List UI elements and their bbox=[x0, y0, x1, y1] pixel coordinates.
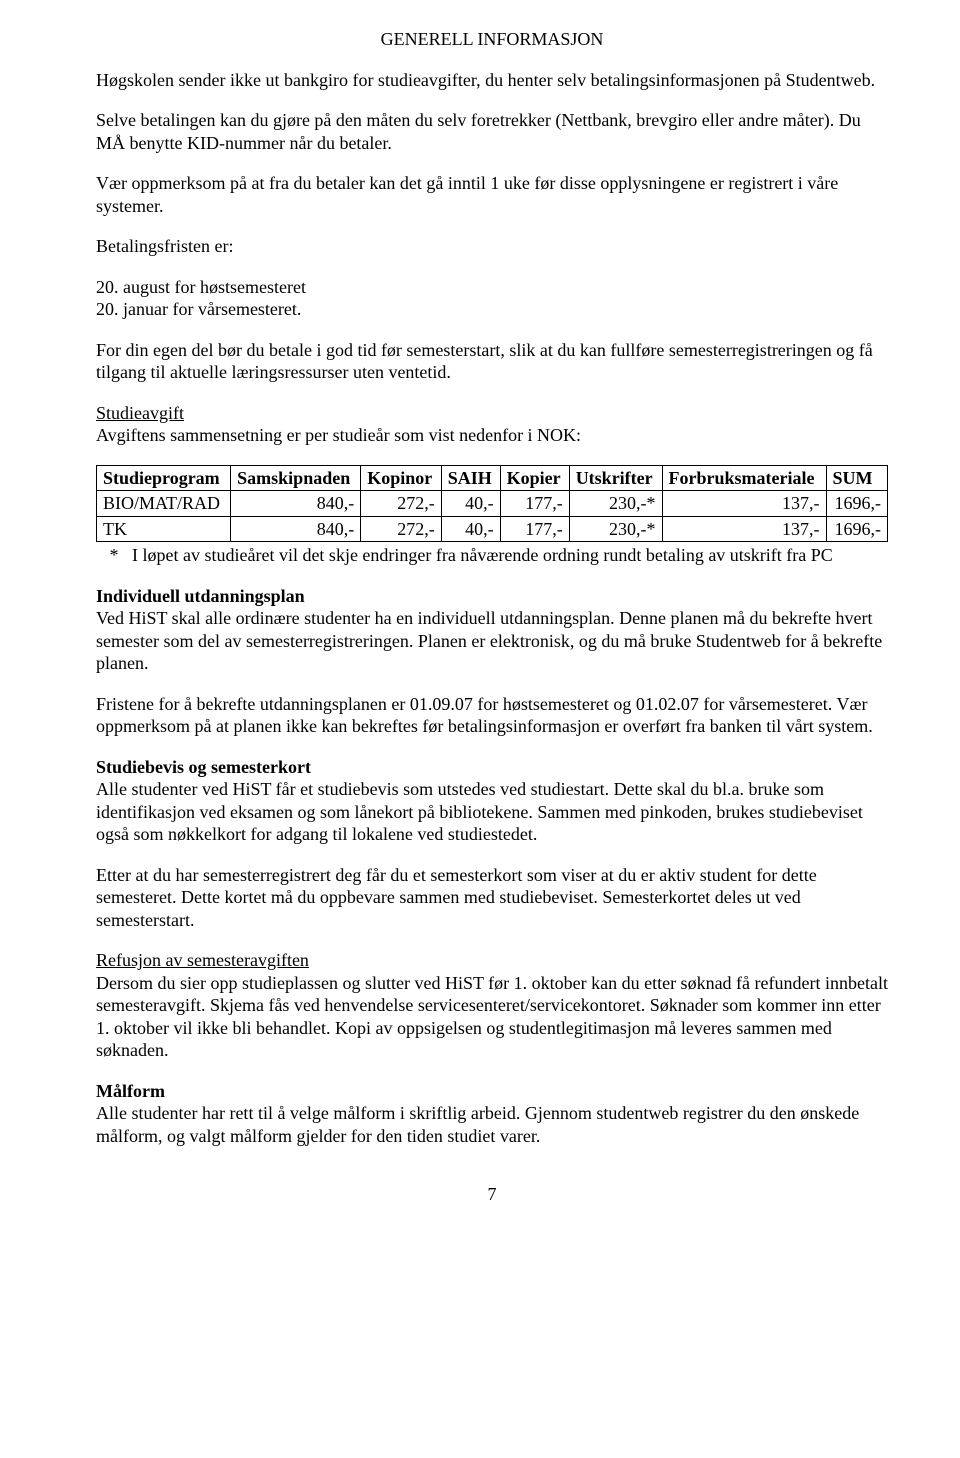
cell: 840,- bbox=[231, 516, 361, 542]
cell: TK bbox=[97, 516, 231, 542]
para-egen-del: For din egen del bør du betale i god tid… bbox=[96, 339, 888, 384]
studieavgift-desc: Avgiftens sammensetning er per studieår … bbox=[96, 424, 888, 447]
betalingsfrist-label: Betalingsfristen er: bbox=[96, 235, 888, 258]
cell: 137,- bbox=[662, 516, 826, 542]
footnote-marker: * bbox=[96, 544, 132, 567]
cell: 177,- bbox=[500, 516, 569, 542]
malform-heading: Målform bbox=[96, 1081, 165, 1101]
indiv-p2: Fristene for å bekrefte utdanningsplanen… bbox=[96, 693, 888, 738]
studiebevis-p1: Alle studenter ved HiST får et studiebev… bbox=[96, 778, 888, 846]
col-kopinor: Kopinor bbox=[361, 465, 442, 491]
intro-paragraph-1: Høgskolen sender ikke ut bankgiro for st… bbox=[96, 69, 888, 92]
table-header-row: Studieprogram Samskipnaden Kopinor SAIH … bbox=[97, 465, 888, 491]
cell: 272,- bbox=[361, 491, 442, 517]
fee-table: Studieprogram Samskipnaden Kopinor SAIH … bbox=[96, 465, 888, 543]
indiv-p1: Ved HiST skal alle ordinære studenter ha… bbox=[96, 607, 888, 675]
table-row: TK 840,- 272,- 40,- 177,- 230,-* 137,- 1… bbox=[97, 516, 888, 542]
col-studieprogram: Studieprogram bbox=[97, 465, 231, 491]
cell: 40,- bbox=[441, 491, 500, 517]
cell: 272,- bbox=[361, 516, 442, 542]
cell: 1696,- bbox=[826, 491, 887, 517]
header-title: GENERELL INFORMASJON bbox=[381, 29, 604, 49]
cell: BIO/MAT/RAD bbox=[97, 491, 231, 517]
col-forbruksmateriale: Forbruksmateriale bbox=[662, 465, 826, 491]
intro-paragraph-3: Vær oppmerksom på at fra du betaler kan … bbox=[96, 172, 888, 217]
cell: 177,- bbox=[500, 491, 569, 517]
table-footnote: * I løpet av studieåret vil det skje end… bbox=[96, 544, 888, 567]
refusjon-heading: Refusjon av semesteravgiften bbox=[96, 950, 309, 970]
col-saih: SAIH bbox=[441, 465, 500, 491]
page-header: GENERELL INFORMASJON bbox=[96, 28, 888, 51]
cell: 840,- bbox=[231, 491, 361, 517]
col-kopier: Kopier bbox=[500, 465, 569, 491]
refusjon-p1: Dersom du sier opp studieplassen og slut… bbox=[96, 972, 888, 1062]
cell: 1696,- bbox=[826, 516, 887, 542]
table-row: BIO/MAT/RAD 840,- 272,- 40,- 177,- 230,-… bbox=[97, 491, 888, 517]
col-utskrifter: Utskrifter bbox=[569, 465, 662, 491]
cell: 230,-* bbox=[569, 516, 662, 542]
studiebevis-heading: Studiebevis og semesterkort bbox=[96, 757, 311, 777]
footnote-text: I løpet av studieåret vil det skje endri… bbox=[132, 544, 833, 567]
page-number: 7 bbox=[488, 1184, 497, 1204]
indiv-heading: Individuell utdanningsplan bbox=[96, 586, 305, 606]
studieavgift-heading: Studieavgift bbox=[96, 403, 184, 423]
betalingsfrist-line-2: 20. januar for vårsemesteret. bbox=[96, 298, 888, 321]
intro-paragraph-2: Selve betalingen kan du gjøre på den måt… bbox=[96, 109, 888, 154]
betalingsfrist-line-1: 20. august for høstsemesteret bbox=[96, 276, 888, 299]
malform-p1: Alle studenter har rett til å velge målf… bbox=[96, 1102, 888, 1147]
studiebevis-p2: Etter at du har semesterregistrert deg f… bbox=[96, 864, 888, 932]
page-footer: 7 bbox=[96, 1183, 888, 1206]
col-samskipnaden: Samskipnaden bbox=[231, 465, 361, 491]
cell: 137,- bbox=[662, 491, 826, 517]
col-sum: SUM bbox=[826, 465, 887, 491]
cell: 230,-* bbox=[569, 491, 662, 517]
cell: 40,- bbox=[441, 516, 500, 542]
